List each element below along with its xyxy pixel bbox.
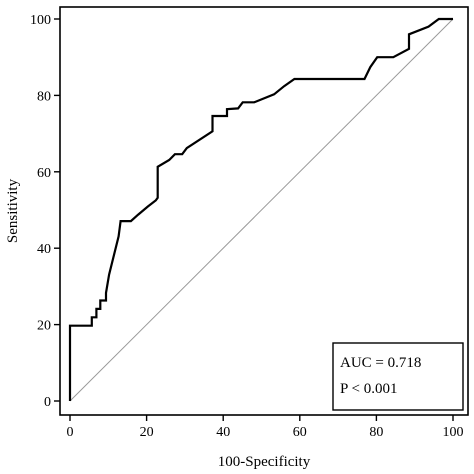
y-tick-label: 20	[37, 319, 51, 334]
x-tick-label: 40	[216, 425, 230, 440]
y-tick-label: 100	[30, 13, 51, 28]
y-tick-label: 0	[44, 395, 51, 410]
x-tick-label: 60	[293, 425, 307, 440]
p-value-text: P < 0.001	[340, 381, 398, 397]
roc-curve-line	[68, 17, 453, 401]
y-tick-label: 40	[37, 242, 51, 257]
x-tick-label: 0	[67, 425, 74, 440]
y-axis: 0 20 40 60 80 100	[30, 13, 60, 410]
x-axis-title: 100-Specificity	[218, 454, 311, 470]
reference-diagonal-line	[69, 18, 454, 402]
plot-frame	[59, 6, 469, 416]
auc-annotation-box: AUC = 0.718 P < 0.001	[332, 342, 464, 411]
y-tick-label: 60	[37, 166, 51, 181]
y-tick-label: 80	[37, 89, 51, 104]
x-tick-label: 20	[140, 425, 154, 440]
auc-value-text: AUC = 0.718	[340, 355, 421, 371]
x-tick-label: 100	[443, 425, 464, 440]
x-axis: 0 20 40 60 80 100	[67, 415, 464, 440]
y-axis-title: Sensitivity	[5, 178, 21, 243]
x-tick-label: 80	[369, 425, 383, 440]
annotation-box-frame	[332, 342, 464, 411]
